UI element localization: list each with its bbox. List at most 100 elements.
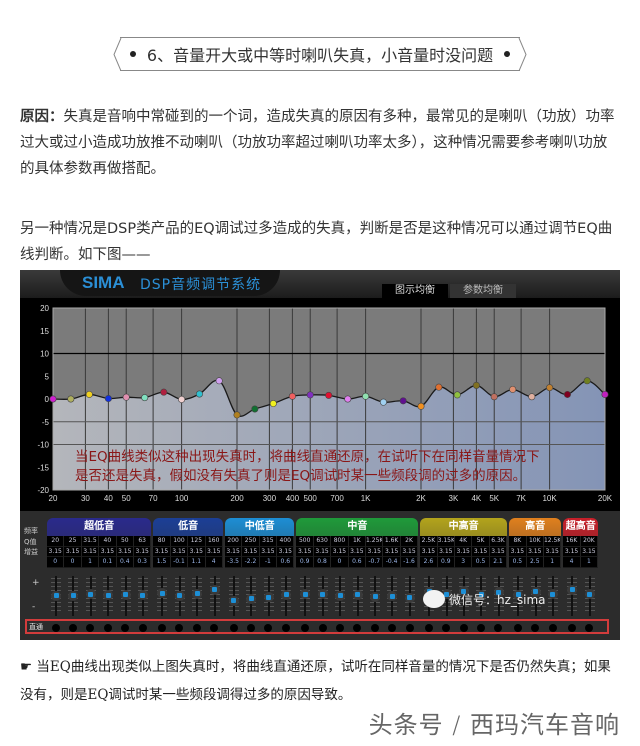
gain-cell[interactable]: 2.5 (526, 557, 544, 568)
slider-knob[interactable] (317, 589, 328, 600)
eq-control-point[interactable] (215, 377, 223, 385)
slider-knob[interactable] (103, 590, 114, 601)
gain-cell[interactable]: -1.6 (400, 557, 419, 568)
q-cell[interactable]: 3.15 (47, 546, 65, 557)
eq-control-point[interactable] (306, 391, 314, 399)
q-cell[interactable]: 3.15 (205, 546, 223, 557)
bypass-toggle[interactable] (103, 623, 112, 632)
eq-control-point[interactable] (490, 393, 498, 401)
bypass-toggle[interactable] (86, 623, 95, 632)
bypass-toggle[interactable] (121, 623, 130, 632)
gain-cell[interactable]: 0.4 (116, 557, 134, 568)
eq-control-point[interactable] (49, 395, 57, 403)
q-cell[interactable]: 3.15 (170, 546, 189, 557)
eq-control-point[interactable] (178, 395, 186, 403)
eq-control-point[interactable] (325, 391, 333, 399)
gain-cell[interactable]: -2.2 (242, 557, 260, 568)
slider-knob[interactable] (85, 589, 96, 599)
gain-slider[interactable] (581, 574, 598, 618)
q-cell[interactable]: 3.15 (188, 546, 206, 557)
eq-control-point[interactable] (344, 395, 352, 403)
bypass-toggle[interactable] (353, 623, 362, 632)
gain-cell[interactable]: 1 (580, 557, 599, 568)
gain-slider[interactable] (225, 574, 242, 618)
gain-cell[interactable]: 2.1 (489, 557, 508, 568)
q-cell[interactable]: 3.15 (259, 546, 278, 557)
gain-cell[interactable]: -3.5 (224, 557, 243, 568)
slider-knob[interactable] (335, 590, 346, 601)
q-cell[interactable]: 3.15 (116, 546, 134, 557)
eq-control-point[interactable] (160, 388, 168, 396)
gain-slider[interactable] (438, 574, 455, 618)
gain-slider[interactable] (47, 574, 64, 618)
slider-knob[interactable] (209, 584, 220, 595)
q-cell[interactable]: 3.15 (331, 546, 349, 557)
bypass-toggle[interactable] (264, 623, 273, 632)
bypass-toggle[interactable] (459, 623, 468, 632)
bypass-toggle[interactable] (548, 623, 557, 632)
slider-knob[interactable] (404, 592, 415, 603)
q-cell[interactable]: 3.15 (313, 546, 332, 557)
gain-slider[interactable] (563, 574, 580, 618)
slider-knob[interactable] (567, 584, 578, 595)
gain-slider[interactable] (153, 574, 170, 618)
gain-cell[interactable]: -1 (259, 557, 278, 568)
eq-control-point[interactable] (399, 397, 407, 405)
gain-slider[interactable] (366, 574, 383, 618)
q-cell[interactable]: 3.15 (99, 546, 117, 557)
gain-cell[interactable]: 0.9 (437, 557, 455, 568)
bypass-toggle[interactable] (531, 623, 540, 632)
q-cell[interactable]: 3.15 (296, 546, 314, 557)
gain-cell[interactable]: 4 (205, 557, 223, 568)
q-cell[interactable]: 3.15 (580, 546, 599, 557)
tab-graphic-eq[interactable]: 图示均衡 (382, 284, 448, 298)
slider-knob[interactable] (352, 589, 363, 600)
gain-cell[interactable]: 0.5 (472, 557, 490, 568)
gain-cell[interactable]: 0 (331, 557, 349, 568)
gain-slider[interactable] (64, 574, 81, 618)
q-cell[interactable]: 3.15 (242, 546, 260, 557)
eq-curve-chart[interactable]: 20 30 40 50 70 100 200 300 400 500 700 1K 2K 3K 4K 5K 7K… (20, 298, 620, 511)
gain-cell[interactable]: 1 (81, 557, 100, 568)
gain-cell[interactable]: 0.9 (296, 557, 314, 568)
eq-control-point[interactable] (288, 392, 296, 400)
gain-slider[interactable] (544, 574, 561, 618)
q-cell[interactable]: 3.15 (509, 546, 527, 557)
slider-knob[interactable] (547, 589, 558, 599)
eq-control-point[interactable] (104, 395, 112, 403)
gain-slider[interactable] (527, 574, 544, 618)
slider-knob[interactable] (281, 589, 292, 600)
bypass-toggle[interactable] (69, 623, 78, 632)
slider-knob[interactable] (458, 586, 469, 596)
slider-knob[interactable] (68, 590, 79, 601)
q-cell[interactable]: 3.15 (543, 546, 562, 557)
bypass-toggle[interactable] (370, 623, 379, 632)
bypass-toggle[interactable] (229, 623, 238, 632)
bypass-toggle[interactable] (192, 623, 201, 632)
gain-slider[interactable] (277, 574, 294, 618)
q-cell[interactable]: 3.15 (437, 546, 455, 557)
eq-control-point[interactable] (472, 381, 480, 389)
q-cell[interactable]: 3.15 (277, 546, 295, 557)
bypass-toggle[interactable] (424, 623, 433, 632)
gain-slider[interactable] (82, 574, 99, 618)
gain-slider[interactable] (349, 574, 366, 618)
eq-control-point[interactable] (417, 402, 425, 410)
slider-knob[interactable] (370, 591, 381, 602)
gain-cell[interactable]: 1 (543, 557, 562, 568)
gain-slider[interactable] (472, 574, 489, 618)
gain-slider[interactable] (260, 574, 277, 618)
bypass-toggle[interactable] (513, 623, 522, 632)
gain-cell[interactable]: 0.6 (277, 557, 295, 568)
bypass-toggle[interactable] (335, 623, 344, 632)
gain-cell[interactable]: 0 (64, 557, 82, 568)
eq-control-point[interactable] (435, 383, 443, 391)
gain-slider[interactable] (134, 574, 151, 618)
eq-control-point[interactable] (122, 393, 130, 401)
gain-slider[interactable] (455, 574, 472, 618)
slider-knob[interactable] (476, 589, 487, 600)
bypass-toggle[interactable] (281, 623, 290, 632)
gain-slider[interactable] (206, 574, 223, 618)
slider-knob[interactable] (246, 593, 257, 604)
gain-slider[interactable] (99, 574, 116, 618)
